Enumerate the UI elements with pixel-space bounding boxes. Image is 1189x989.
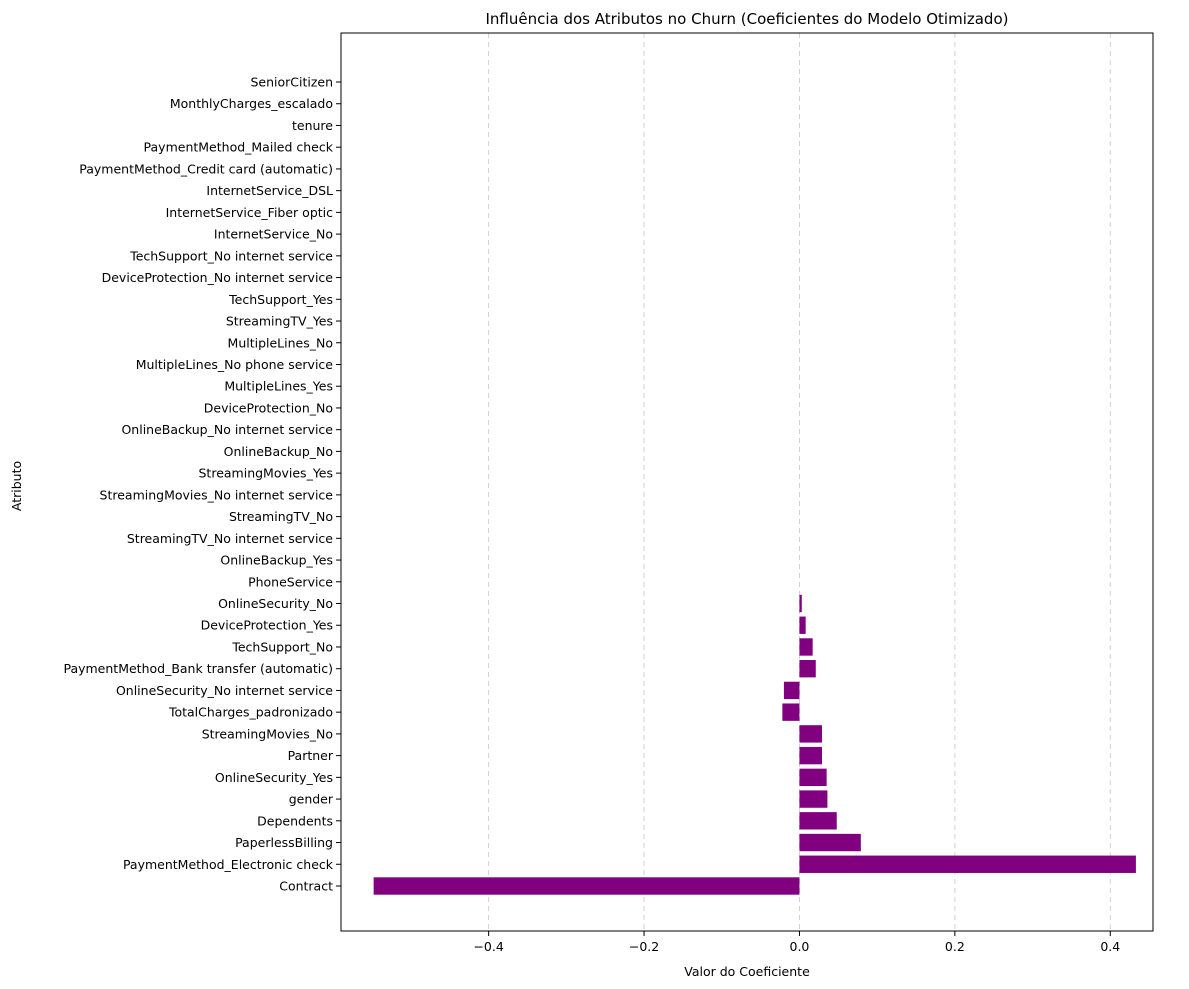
bar (799, 746, 822, 765)
bar (799, 616, 806, 634)
category-label: PaymentMethod_Electronic check (123, 857, 334, 872)
bar (799, 594, 802, 613)
category-label: PaymentMethod_Credit card (automatic) (79, 161, 333, 176)
x-axis-title: Valor do Coeficiente (684, 964, 810, 979)
x-tick-label: 0.2 (945, 939, 965, 954)
bar (799, 768, 827, 787)
category-label: OnlineBackup_No (224, 444, 333, 459)
category-label: TechSupport_No (231, 639, 333, 654)
bar (373, 877, 800, 895)
category-label: InternetService_No (214, 227, 333, 242)
category-label: gender (289, 792, 334, 807)
category-label: OnlineBackup_No internet service (121, 422, 333, 437)
bar (799, 855, 1136, 873)
category-label: TechSupport_Yes (228, 292, 333, 307)
plot-frame (340, 32, 1154, 932)
bar (799, 790, 828, 808)
category-label: MonthlyCharges_escalado (170, 96, 333, 111)
category-label: PhoneService (248, 574, 333, 589)
category-label: InternetService_Fiber optic (166, 205, 334, 220)
category-label: StreamingMovies_No internet service (100, 487, 334, 502)
bar (782, 703, 800, 721)
category-label: PaymentMethod_Mailed check (144, 140, 334, 155)
category-label: StreamingMovies_No (202, 726, 333, 741)
category-label: PaperlessBilling (235, 835, 333, 850)
category-label: StreamingTV_Yes (226, 314, 333, 329)
x-tick-label: −0.4 (473, 939, 503, 954)
x-tick-label: 0.4 (1100, 939, 1120, 954)
x-axis-ticks: −0.4 −0.2 0.0 0.2 0.4 (473, 931, 1120, 954)
x-tick-label: −0.2 (629, 939, 659, 954)
category-label: OnlineBackup_Yes (220, 553, 333, 568)
chart-title: Influência dos Atributos no Churn (Coefi… (485, 10, 1008, 28)
category-label: StreamingMovies_Yes (199, 466, 334, 481)
category-label: Partner (288, 748, 334, 763)
category-label: MultipleLines_No phone service (136, 357, 334, 372)
category-label: MultipleLines_Yes (224, 379, 333, 394)
x-tick-label: 0.0 (790, 939, 810, 954)
category-label: DeviceProtection_Yes (201, 618, 333, 633)
category-label: OnlineSecurity_No internet service (116, 683, 333, 698)
category-label: MultipleLines_No (228, 335, 333, 350)
category-label: SeniorCitizen (250, 75, 333, 90)
y-axis-ticks: Contract PaymentMethod_Electronic check Pa… (63, 75, 341, 894)
bar (799, 725, 822, 743)
category-label: DeviceProtection_No internet service (102, 270, 334, 285)
category-label: PaymentMethod_Bank transfer (automatic) (63, 661, 333, 676)
bar (799, 833, 861, 852)
category-label: StreamingTV_No internet service (127, 531, 333, 546)
bar (799, 660, 816, 678)
category-label: Dependents (257, 813, 333, 828)
bar (783, 681, 800, 700)
category-label: OnlineSecurity_No (218, 596, 333, 611)
bar (799, 638, 813, 656)
category-label: tenure (292, 118, 333, 133)
category-label: InternetService_DSL (206, 183, 333, 198)
category-label: DeviceProtection_No (204, 400, 333, 415)
y-axis-title: Atributo (9, 461, 24, 511)
category-label: TotalCharges_padronizado (168, 705, 333, 720)
category-label: Contract (279, 879, 333, 894)
bar (799, 812, 837, 830)
category-label: OnlineSecurity_Yes (215, 770, 333, 785)
category-label: TechSupport_No internet service (129, 248, 333, 263)
category-label: StreamingTV_No (229, 509, 333, 524)
bars (373, 594, 1136, 895)
